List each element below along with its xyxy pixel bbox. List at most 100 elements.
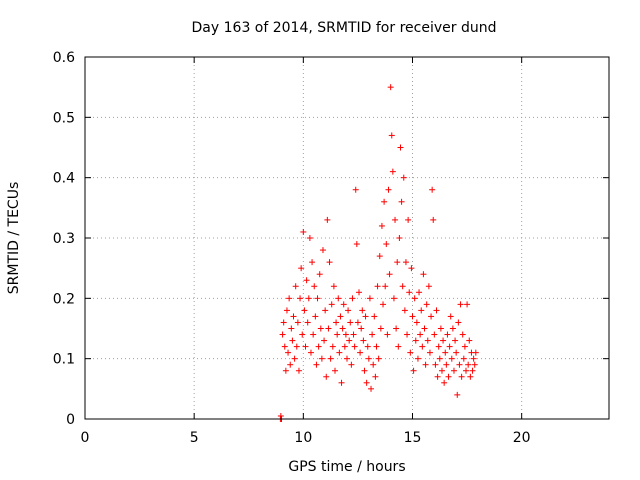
data-point	[467, 373, 474, 380]
data-point	[389, 168, 396, 175]
data-point	[368, 385, 375, 392]
data-point	[377, 325, 384, 332]
data-point	[441, 379, 448, 386]
data-point	[307, 349, 314, 356]
data-point	[353, 241, 360, 248]
data-point	[448, 355, 455, 362]
data-point	[443, 361, 450, 368]
data-point	[402, 259, 409, 266]
y-tick-label: 0.4	[53, 171, 75, 187]
data-point	[372, 373, 379, 380]
data-point	[338, 379, 345, 386]
data-point	[465, 361, 472, 368]
data-point	[382, 283, 389, 290]
data-point	[397, 144, 404, 151]
data-point	[394, 259, 401, 266]
data-point	[334, 331, 341, 338]
data-point	[363, 379, 370, 386]
data-point	[292, 283, 299, 290]
data-point	[383, 241, 390, 248]
data-point	[404, 331, 411, 338]
data-point	[349, 295, 356, 302]
data-point	[306, 235, 313, 241]
data-point	[444, 331, 451, 338]
data-point	[283, 307, 290, 314]
data-point	[418, 307, 425, 314]
data-point	[290, 313, 297, 320]
data-point	[298, 265, 305, 272]
data-point	[378, 222, 385, 229]
data-point	[289, 337, 296, 344]
data-point	[321, 337, 328, 344]
data-point	[336, 349, 343, 356]
data-point	[316, 271, 323, 278]
data-point	[281, 343, 288, 350]
data-point	[346, 337, 353, 344]
data-point	[401, 307, 408, 314]
y-tick-label: 0.2	[53, 291, 75, 307]
data-point	[359, 307, 366, 314]
data-point	[412, 337, 419, 344]
data-point	[461, 343, 468, 350]
data-point	[317, 325, 324, 332]
data-point	[277, 412, 284, 419]
data-point	[327, 355, 334, 362]
data-point	[345, 307, 352, 314]
data-point	[414, 355, 421, 362]
data-point	[341, 343, 348, 350]
data-point	[358, 325, 365, 332]
plot-frame	[84, 56, 610, 420]
data-point	[295, 367, 302, 374]
data-point	[440, 337, 447, 344]
x-tick-label: 20	[513, 430, 531, 446]
data-point	[347, 319, 354, 326]
data-point	[390, 295, 397, 302]
data-point	[392, 216, 399, 223]
data-point	[302, 343, 309, 350]
data-point	[411, 295, 418, 302]
data-point	[280, 319, 287, 326]
data-point	[416, 289, 423, 296]
data-point	[437, 325, 444, 332]
data-point	[384, 331, 391, 338]
data-point	[462, 367, 469, 374]
data-point	[432, 361, 439, 368]
data-point	[410, 367, 417, 374]
data-point	[330, 283, 337, 290]
data-point	[323, 373, 330, 380]
data-point	[303, 277, 310, 284]
data-point	[279, 331, 286, 338]
data-point	[344, 355, 350, 362]
y-tick-label: 0.3	[53, 231, 75, 247]
data-point	[387, 84, 394, 91]
data-point	[435, 343, 442, 350]
data-point	[419, 343, 426, 350]
y-axis-label: SRMTID / TECUs	[6, 182, 22, 295]
data-point	[436, 355, 443, 362]
data-point	[318, 355, 325, 362]
data-point	[445, 373, 452, 380]
data-point	[361, 367, 368, 374]
data-point	[453, 349, 460, 356]
data-point	[314, 295, 321, 302]
data-point	[471, 361, 478, 368]
data-point	[291, 355, 298, 362]
data-point	[393, 325, 400, 332]
data-point	[423, 301, 430, 308]
x-axis-label: GPS time / hours	[288, 459, 405, 475]
data-point	[442, 349, 449, 356]
data-point	[371, 313, 378, 320]
data-point	[449, 325, 456, 332]
data-point	[309, 259, 316, 266]
data-point	[417, 331, 424, 338]
data-point	[315, 343, 322, 350]
data-point	[456, 361, 463, 368]
data-point	[356, 289, 363, 296]
data-point	[421, 325, 428, 332]
data-point	[464, 301, 471, 308]
data-point	[400, 174, 407, 181]
data-point	[458, 373, 465, 380]
data-point	[407, 349, 414, 356]
data-point	[469, 367, 476, 374]
data-point	[362, 313, 369, 320]
